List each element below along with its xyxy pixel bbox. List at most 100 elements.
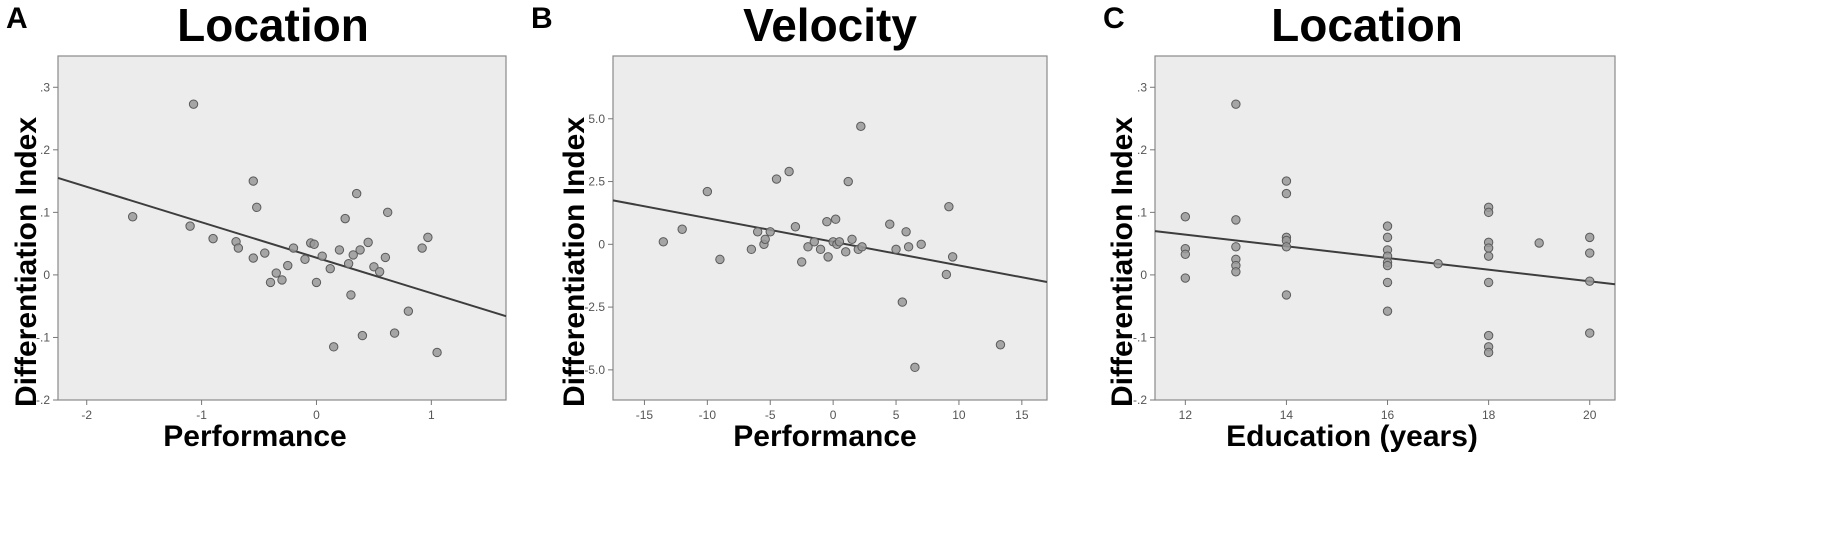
data-point <box>265 277 276 288</box>
data-point <box>1382 306 1393 316</box>
data-point <box>944 201 954 212</box>
data-point <box>260 248 270 258</box>
data-point <box>380 252 391 263</box>
y-axis-label: Differentiation Index <box>1106 116 1139 408</box>
chart-title: Location <box>177 0 369 51</box>
data-point <box>903 242 914 252</box>
plot-area: -15 -10 -5 0 5 10 15 -5.0 -2.5 0 2.5 5.0 <box>584 55 1048 422</box>
x-axis-label: Education (years) <box>1226 420 1478 453</box>
data-point <box>891 244 901 255</box>
data-point <box>417 243 427 253</box>
data-point <box>1483 243 1494 253</box>
data-point <box>752 227 763 237</box>
x-axis-label: Performance <box>733 420 917 453</box>
data-point <box>1585 232 1595 243</box>
data-point <box>702 186 713 197</box>
data-point <box>1281 176 1292 186</box>
fit-line <box>57 177 507 318</box>
data-point <box>325 263 335 274</box>
data-point <box>885 219 895 229</box>
data-point <box>677 224 687 234</box>
panel-letter: A <box>6 2 28 35</box>
x-tick-label: -10 <box>699 408 717 422</box>
data-point <box>346 290 356 300</box>
data-point <box>856 121 866 132</box>
data-point <box>1281 290 1292 300</box>
panel-letter: C <box>1103 2 1125 35</box>
data-point <box>277 275 287 285</box>
data-point <box>847 234 857 244</box>
data-point <box>208 233 218 244</box>
data-point <box>796 257 807 267</box>
data-point <box>771 174 782 184</box>
x-tick-label: 15 <box>1015 408 1029 422</box>
y-tick-label: .1 <box>40 205 50 219</box>
y-tick-label: .2 <box>1137 143 1147 157</box>
data-point <box>1382 260 1393 271</box>
data-point <box>1231 99 1241 109</box>
plot-area: -2 -1 0 1 -.2 -.1 0 .1 .2 .3 <box>36 55 507 422</box>
data-point <box>252 202 262 213</box>
y-tick-label: -2.5 <box>584 300 605 314</box>
data-point <box>1483 207 1494 218</box>
plot-background <box>57 55 507 401</box>
data-point <box>746 244 757 255</box>
data-point <box>1483 251 1494 261</box>
y-tick-label: -.2 <box>1133 393 1147 407</box>
data-point <box>1483 347 1494 358</box>
data-point <box>1231 242 1241 252</box>
data-point <box>1382 232 1393 243</box>
x-tick-label: 14 <box>1280 408 1294 422</box>
x-tick-label: -15 <box>636 408 654 422</box>
y-tick-label: -.2 <box>36 393 50 407</box>
x-tick-label: 12 <box>1179 408 1193 422</box>
data-point <box>185 221 195 231</box>
data-point <box>1281 188 1292 199</box>
data-point <box>760 234 770 244</box>
data-point <box>1231 215 1241 225</box>
data-point <box>815 244 826 255</box>
data-point <box>809 237 819 247</box>
x-tick-label: 20 <box>1583 408 1597 422</box>
data-point <box>1180 273 1191 283</box>
y-tick-label: .1 <box>1137 205 1147 219</box>
data-point <box>348 250 358 260</box>
data-point <box>1180 212 1191 222</box>
x-tick-label: -1 <box>196 408 207 422</box>
data-point <box>715 254 725 265</box>
data-point <box>941 269 952 280</box>
data-point <box>334 245 345 255</box>
data-point <box>1382 277 1393 288</box>
data-point <box>317 251 327 261</box>
data-point <box>432 347 442 358</box>
data-point <box>995 340 1006 350</box>
data-point <box>947 252 958 262</box>
data-point <box>841 247 851 257</box>
y-tick-label: -.1 <box>36 330 50 344</box>
data-point <box>271 268 281 278</box>
x-tick-label: 0 <box>830 408 837 422</box>
data-point <box>1483 277 1494 288</box>
plot-area: 12 14 16 18 20 -.2 -.1 0 .1 .2 .3 <box>1133 55 1616 422</box>
chart-panel-a: A Location Differentiation Index Perform… <box>0 0 615 556</box>
y-tick-label: .2 <box>40 143 50 157</box>
x-tick-label: 18 <box>1482 408 1496 422</box>
y-tick-label: -5.0 <box>584 363 605 377</box>
chart-panel-b: B Velocity Differentiation Index Perform… <box>525 0 1140 556</box>
x-tick-label: -5 <box>765 408 776 422</box>
data-point <box>309 239 319 249</box>
data-point <box>283 260 293 271</box>
data-point <box>403 306 414 316</box>
data-point <box>389 328 400 338</box>
data-point <box>1382 221 1393 231</box>
x-tick-label: 16 <box>1381 408 1395 422</box>
y-tick-label: 5.0 <box>588 112 605 126</box>
data-point <box>823 252 833 262</box>
data-point <box>790 222 801 232</box>
y-tick-label: .3 <box>1137 80 1147 94</box>
data-point <box>343 258 354 269</box>
data-point <box>311 277 322 288</box>
x-axis-label: Performance <box>163 420 347 453</box>
data-point <box>1585 248 1595 258</box>
data-point <box>363 237 373 248</box>
